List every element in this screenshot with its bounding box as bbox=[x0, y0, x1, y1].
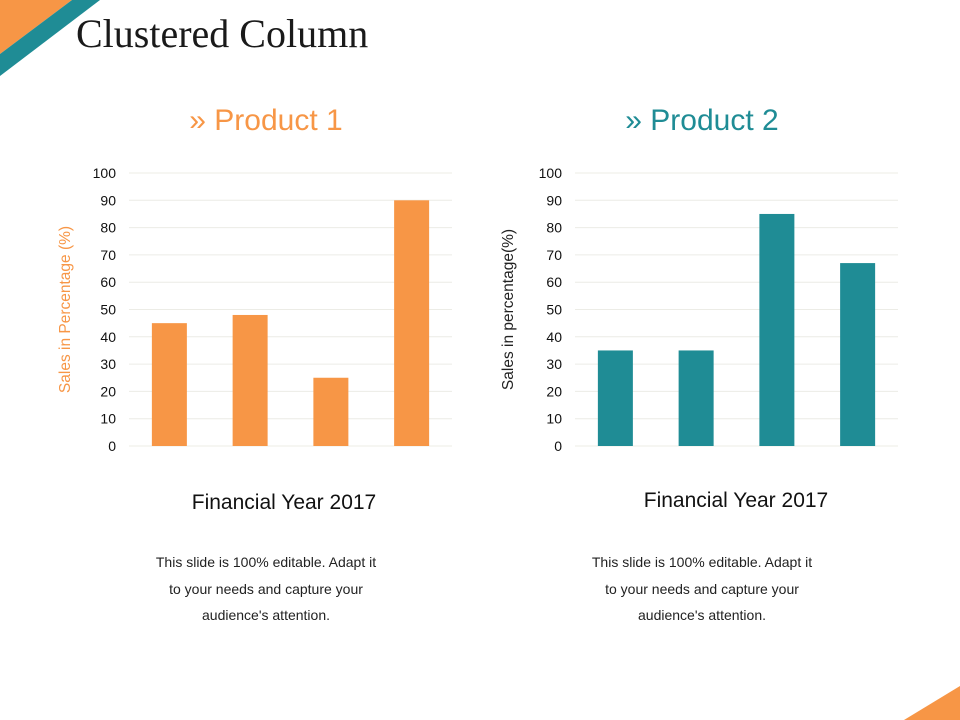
product-2-description: This slide is 100% editable. Adapt it to… bbox=[552, 549, 852, 629]
corner-decoration-bottom-right bbox=[904, 686, 960, 720]
product-2-bar bbox=[597, 350, 633, 446]
description-line: audience's attention. bbox=[638, 607, 766, 623]
product-1-bar bbox=[151, 323, 187, 446]
product-1-y-tick-label: 70 bbox=[100, 247, 116, 263]
product-1-bar bbox=[313, 377, 349, 446]
product-2-y-tick-label: 50 bbox=[546, 302, 562, 318]
description-line: to your needs and capture your bbox=[605, 580, 799, 597]
product-1-chart: 0 10 20 30 40 50 60 70 80 90 100 Sales in Percentag… bbox=[57, 165, 452, 454]
product-2-y-axis-label: Sales in percentage(%) bbox=[500, 229, 517, 390]
product-2-chart: 0 10 20 30 40 50 60 70 80 90 100 Sales in percentag… bbox=[500, 165, 898, 454]
product-2-y-tick-label: 60 bbox=[546, 274, 562, 290]
product-1-y-tick-label: 30 bbox=[100, 356, 116, 372]
product-1-description: This slide is 100% editable. Adapt it to… bbox=[116, 549, 416, 629]
description-line: to your needs and capture your bbox=[169, 580, 363, 597]
product-2-y-tick-label: 20 bbox=[546, 383, 562, 399]
product-2-x-axis-label: Financial Year 2017 bbox=[643, 489, 829, 512]
description-line: audience's attention. bbox=[202, 607, 330, 623]
product-1-x-axis-label: Financial Year 2017 bbox=[191, 491, 377, 514]
product-2-bar bbox=[759, 213, 795, 446]
product-1-y-tick-label: 40 bbox=[100, 329, 116, 345]
product-1-y-tick-label: 60 bbox=[100, 274, 116, 290]
product-1-y-tick-label: 50 bbox=[100, 302, 116, 318]
product-1-y-tick-label: 100 bbox=[93, 165, 117, 181]
description-line: This slide is 100% editable. Adapt it bbox=[155, 554, 377, 570]
product-2-bar bbox=[678, 350, 714, 446]
product-2-y-tick-label: 80 bbox=[546, 220, 562, 236]
product-1-y-tick-label: 80 bbox=[100, 220, 116, 236]
product-2-y-tick-label: 40 bbox=[546, 329, 562, 345]
product-2-y-tick-label: 90 bbox=[546, 192, 562, 208]
product-2-y-tick-label: 0 bbox=[554, 438, 562, 454]
product-2-y-tick-label: 10 bbox=[546, 411, 562, 427]
product-1-y-tick-label: 20 bbox=[100, 383, 116, 399]
product-1-y-axis-label: Sales in Percentage (%) bbox=[57, 226, 74, 393]
product-1-y-tick-label: 10 bbox=[100, 411, 116, 427]
product-2-y-tick-label: 70 bbox=[546, 247, 562, 263]
product-2-title: » Product 2 bbox=[625, 104, 779, 137]
corner-decoration-top-left bbox=[0, 0, 100, 76]
product-1-title: » Product 1 bbox=[189, 104, 343, 137]
product-1-y-tick-label: 0 bbox=[108, 438, 116, 454]
product-2-y-tick-label: 30 bbox=[546, 356, 562, 372]
product-1-bar bbox=[394, 200, 430, 446]
product-2-y-tick-label: 100 bbox=[539, 165, 563, 181]
slide-title: Clustered Column bbox=[76, 11, 369, 56]
product-1-bar bbox=[232, 314, 268, 446]
product-1-y-tick-label: 90 bbox=[100, 192, 116, 208]
product-2-bar bbox=[840, 263, 876, 446]
description-line: This slide is 100% editable. Adapt it bbox=[591, 554, 813, 570]
